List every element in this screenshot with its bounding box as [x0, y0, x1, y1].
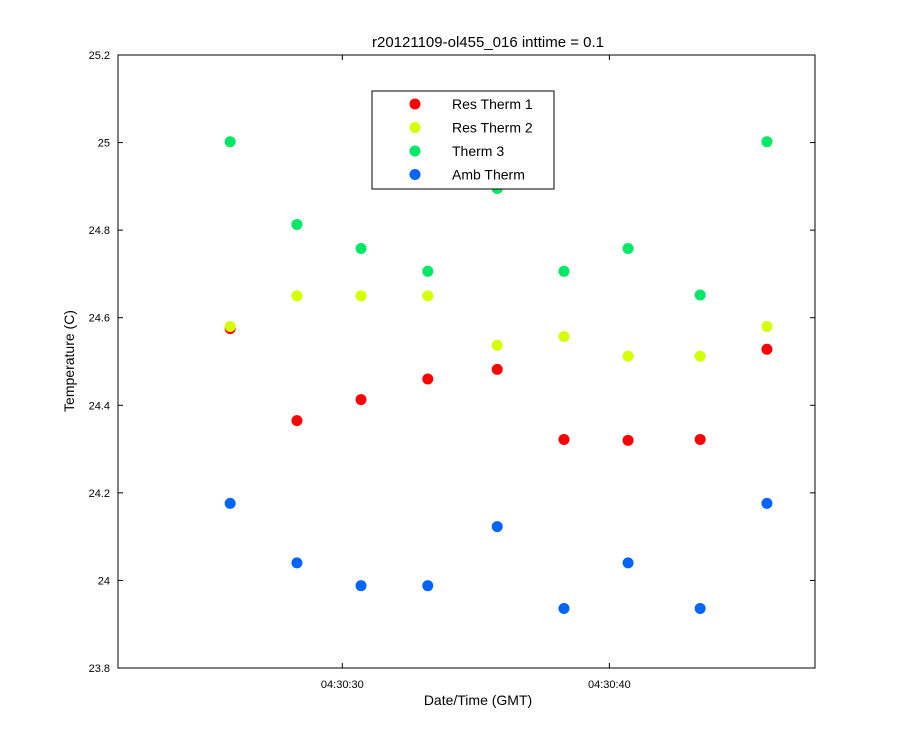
point-therm-3	[355, 243, 367, 255]
point-amb-therm	[291, 557, 303, 569]
point-res-therm-2	[558, 331, 570, 343]
point-res-therm-2	[622, 350, 634, 362]
legend-label-therm-3: Therm 3	[452, 143, 504, 159]
point-res-therm-1	[422, 373, 434, 385]
point-res-therm-1	[558, 433, 570, 445]
x-axis-label: Date/Time (GMT)	[424, 692, 532, 708]
x-tick-label: 04:30:40	[588, 679, 631, 691]
y-tick-label: 24.4	[89, 400, 110, 412]
point-therm-3	[291, 218, 303, 230]
point-amb-therm	[224, 497, 236, 509]
legend: Res Therm 1 Res Therm 2 Therm 3 Amb Therm	[371, 90, 555, 190]
y-tick-label: 24.2	[89, 488, 110, 500]
legend-box	[371, 90, 555, 190]
y-tick-label: 24	[98, 575, 110, 587]
point-res-therm-2	[291, 290, 303, 302]
point-amb-therm	[491, 521, 503, 533]
y-tick-label: 23.8	[89, 663, 110, 675]
point-therm-3	[558, 265, 570, 277]
point-res-therm-2	[491, 339, 503, 351]
point-res-therm-1	[491, 363, 503, 375]
point-res-therm-1	[291, 415, 303, 427]
point-res-therm-2	[761, 320, 773, 332]
point-therm-3	[622, 243, 634, 255]
point-res-therm-2	[422, 290, 434, 302]
y-tick-label: 25	[98, 138, 110, 150]
point-amb-therm	[422, 580, 434, 592]
point-amb-therm	[694, 602, 706, 614]
legend-marker-therm-3	[409, 145, 421, 157]
data-points	[224, 136, 773, 614]
legend-marker-amb-therm	[409, 169, 421, 180]
x-tick-label: 04:30:30	[321, 679, 364, 691]
point-res-therm-2	[694, 350, 706, 362]
point-res-therm-1	[622, 434, 634, 446]
point-therm-3	[224, 136, 236, 148]
point-res-therm-1	[355, 394, 367, 406]
point-therm-3	[694, 289, 706, 301]
point-res-therm-1	[694, 433, 706, 445]
point-therm-3	[761, 136, 773, 148]
legend-label-res-therm-1: Res Therm 1	[452, 96, 533, 112]
y-axis-label: Temperature (C)	[61, 310, 77, 412]
point-res-therm-2	[355, 290, 367, 302]
point-amb-therm	[761, 497, 773, 509]
y-tick-label: 25.2	[89, 50, 110, 62]
y-tick-label: 24.6	[89, 313, 110, 325]
legend-marker-res-therm-2	[409, 122, 421, 133]
point-res-therm-1	[761, 343, 773, 355]
point-amb-therm	[355, 580, 367, 592]
legend-label-amb-therm: Amb Therm	[452, 167, 525, 183]
point-amb-therm	[622, 557, 634, 569]
point-amb-therm	[558, 602, 570, 614]
chart-title: r20121109-ol455_016 inttime = 0.1	[372, 34, 604, 51]
legend-marker-res-therm-1	[409, 98, 421, 110]
legend-label-res-therm-2: Res Therm 2	[452, 120, 533, 136]
axis-ticks: 23.8 24 24.2 24.4 24.6 24.8 25 25.2 04:30:30 04:3…	[89, 50, 815, 691]
y-tick-label: 24.8	[89, 225, 110, 237]
point-therm-3	[422, 265, 434, 277]
point-res-therm-2	[224, 320, 236, 332]
